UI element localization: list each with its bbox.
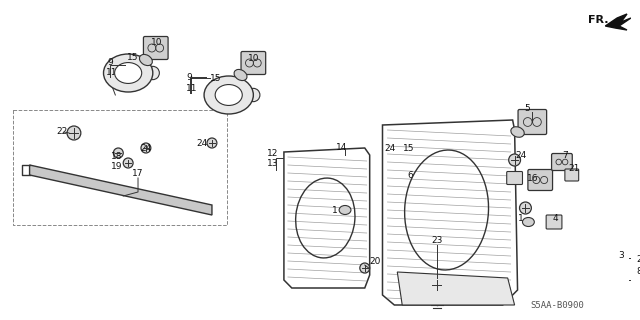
- Polygon shape: [383, 120, 518, 305]
- FancyBboxPatch shape: [565, 169, 579, 181]
- Text: 16: 16: [527, 173, 538, 182]
- Text: 9: 9: [186, 73, 192, 82]
- Text: 17: 17: [132, 169, 144, 178]
- Text: 24: 24: [140, 143, 152, 153]
- Text: 11: 11: [106, 68, 117, 76]
- Text: 3: 3: [618, 251, 624, 260]
- Text: S5AA-B0900: S5AA-B0900: [530, 300, 584, 309]
- Circle shape: [67, 126, 81, 140]
- Text: 21: 21: [568, 164, 579, 172]
- Text: 20: 20: [369, 258, 380, 267]
- FancyBboxPatch shape: [528, 170, 552, 190]
- Text: 24: 24: [196, 139, 208, 148]
- Text: 15: 15: [403, 143, 415, 153]
- Text: 15: 15: [127, 52, 139, 61]
- Circle shape: [113, 148, 124, 158]
- Ellipse shape: [234, 69, 247, 81]
- Ellipse shape: [522, 218, 534, 227]
- Text: 23: 23: [431, 236, 442, 244]
- Circle shape: [124, 158, 133, 168]
- Polygon shape: [397, 272, 515, 305]
- Ellipse shape: [204, 76, 253, 114]
- Circle shape: [509, 154, 520, 166]
- Ellipse shape: [115, 62, 141, 84]
- Text: 24: 24: [385, 143, 396, 153]
- FancyBboxPatch shape: [507, 172, 522, 185]
- Text: 24: 24: [515, 150, 526, 159]
- Circle shape: [207, 138, 217, 148]
- FancyBboxPatch shape: [546, 215, 562, 229]
- Text: 13: 13: [268, 158, 279, 167]
- Ellipse shape: [104, 54, 153, 92]
- Circle shape: [430, 278, 444, 292]
- Circle shape: [360, 263, 370, 273]
- Ellipse shape: [147, 66, 159, 80]
- Text: 9: 9: [108, 58, 113, 67]
- Ellipse shape: [140, 54, 152, 66]
- Text: 22: 22: [56, 126, 68, 135]
- Text: 7: 7: [562, 150, 568, 159]
- Circle shape: [520, 202, 531, 214]
- Circle shape: [141, 143, 151, 153]
- Text: 12: 12: [268, 148, 279, 157]
- Text: 2: 2: [636, 255, 640, 265]
- Text: 6: 6: [407, 171, 413, 180]
- Text: 10: 10: [151, 37, 163, 46]
- FancyBboxPatch shape: [518, 109, 547, 134]
- Text: 1: 1: [332, 205, 338, 214]
- Text: 19: 19: [111, 162, 122, 171]
- Text: FR.: FR.: [588, 15, 608, 25]
- Text: 14: 14: [337, 142, 348, 151]
- Text: 11: 11: [186, 84, 197, 92]
- Polygon shape: [284, 148, 370, 288]
- Text: 1: 1: [518, 213, 524, 222]
- Ellipse shape: [247, 88, 260, 102]
- Ellipse shape: [339, 205, 351, 214]
- Text: 10: 10: [248, 53, 259, 62]
- Text: 5: 5: [525, 103, 531, 113]
- Text: 4: 4: [552, 213, 558, 222]
- FancyBboxPatch shape: [241, 52, 266, 75]
- Text: 15: 15: [210, 74, 221, 83]
- FancyBboxPatch shape: [552, 154, 572, 171]
- Text: 8: 8: [636, 268, 640, 276]
- Ellipse shape: [215, 84, 243, 106]
- Polygon shape: [29, 165, 212, 215]
- Text: 18: 18: [111, 151, 122, 161]
- Ellipse shape: [511, 127, 524, 137]
- FancyBboxPatch shape: [143, 36, 168, 60]
- Polygon shape: [605, 14, 631, 30]
